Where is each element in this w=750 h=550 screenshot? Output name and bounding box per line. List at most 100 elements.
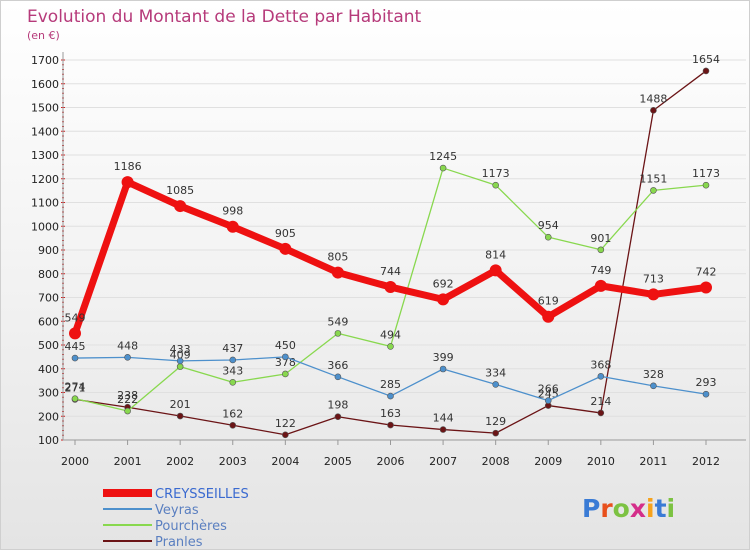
data-point (650, 187, 657, 194)
y-tick-label: 900 (38, 244, 59, 257)
data-label: 366 (327, 359, 348, 372)
y-tick-label: 300 (38, 387, 59, 400)
x-tick-label: 2008 (482, 455, 510, 468)
x-tick-label: 2002 (166, 455, 194, 468)
data-label: 1488 (639, 92, 667, 105)
data-label: 201 (170, 398, 191, 411)
data-label: 448 (117, 339, 138, 352)
data-point (71, 395, 79, 402)
y-tick-label: 800 (38, 268, 59, 281)
data-label: 433 (170, 343, 191, 356)
data-label: 162 (222, 407, 243, 420)
x-tick-label: 2006 (377, 455, 405, 468)
series-line (71, 178, 707, 335)
data-point (492, 429, 499, 437)
series-layer: 271 238 201 162 122 198 163 144 129 245 214 1488 165… (65, 53, 720, 439)
y-tick-label: 1100 (31, 197, 59, 210)
data-point (384, 281, 397, 294)
data-point (439, 164, 447, 172)
data-label: 437 (222, 342, 243, 355)
data-point (331, 266, 344, 279)
data-point (174, 200, 187, 213)
data-label: 271 (65, 381, 86, 394)
data-point (439, 365, 447, 373)
data-point (437, 293, 450, 306)
y-tick-label: 1400 (31, 125, 59, 138)
data-point (597, 246, 605, 254)
data-point (176, 357, 184, 365)
data-label: 445 (65, 340, 86, 353)
x-tick-label: 2005 (324, 455, 352, 468)
data-point (597, 409, 605, 417)
data-point (387, 343, 394, 350)
data-label: 713 (643, 272, 664, 285)
axes: 100 200 300 400 500 600 700 800 900 1000 1100 1200 1… (31, 52, 746, 468)
data-point (282, 353, 289, 361)
series-veyras: 445 448 433 437 450 366 285 399 334 266 368 328 293 (65, 339, 717, 404)
data-point (124, 407, 131, 415)
data-label: 1654 (692, 53, 720, 66)
y-tick-label: 600 (38, 315, 59, 328)
logo-letter: r (600, 494, 613, 523)
logo-letter: o (613, 494, 630, 523)
data-label: 905 (275, 227, 296, 240)
data-label: 494 (380, 328, 401, 341)
y-tick-label: 400 (38, 363, 59, 376)
logo-letter: t (655, 494, 667, 523)
x-tick-label: 2001 (114, 455, 142, 468)
data-label: 814 (485, 248, 506, 261)
x-tick-label: 2009 (534, 455, 562, 468)
data-label: 749 (590, 264, 611, 277)
logo-letter: i (646, 494, 655, 523)
x-tick-label: 2003 (219, 455, 247, 468)
data-label: 744 (380, 265, 401, 278)
y-tick-label: 1000 (31, 220, 59, 233)
data-point (282, 370, 289, 378)
logo-letter: i (667, 494, 676, 523)
data-label: 198 (327, 399, 348, 412)
data-point (489, 264, 502, 277)
data-point (176, 363, 184, 370)
logo-letter: x (630, 494, 646, 523)
data-label: 409 (170, 349, 191, 362)
y-tick-label: 1500 (31, 102, 59, 115)
data-label: 742 (696, 266, 717, 279)
legend-label: Veyras (155, 503, 199, 518)
data-point (121, 176, 134, 189)
data-point (334, 330, 342, 337)
data-point (387, 392, 394, 400)
x-tick-label: 2000 (61, 455, 89, 468)
y-tick-label: 500 (38, 339, 59, 352)
data-point (544, 233, 552, 241)
data-point (650, 382, 657, 390)
data-label: 1173 (692, 167, 720, 180)
data-label: 954 (538, 219, 559, 232)
data-point (71, 354, 79, 362)
data-label: 692 (433, 277, 454, 290)
data-point (334, 373, 342, 381)
y-tick-label: 100 (38, 434, 59, 447)
x-tick-label: 2011 (639, 455, 667, 468)
data-label: 274 (65, 381, 86, 394)
data-point (544, 397, 552, 404)
data-label: 328 (643, 368, 664, 381)
y-tick-label: 1600 (31, 78, 59, 91)
data-label: 901 (590, 232, 611, 245)
data-label: 245 (538, 388, 559, 401)
data-label: 1173 (482, 167, 510, 180)
data-label: 266 (538, 383, 559, 396)
legend-label: CREYSSEILLES (155, 487, 249, 502)
y-tick-label: 1300 (31, 149, 59, 162)
x-tick-label: 2007 (429, 455, 457, 468)
data-label: 1085 (166, 184, 194, 197)
data-label: 998 (222, 205, 243, 218)
data-point (387, 421, 394, 429)
data-point (229, 378, 237, 386)
data-label: 619 (538, 295, 559, 308)
data-point (229, 421, 237, 429)
data-label: 368 (590, 358, 611, 371)
logo-letter: P (582, 494, 600, 523)
x-tick-label: 2010 (587, 455, 615, 468)
chart-subtitle: (en €) (27, 29, 60, 42)
